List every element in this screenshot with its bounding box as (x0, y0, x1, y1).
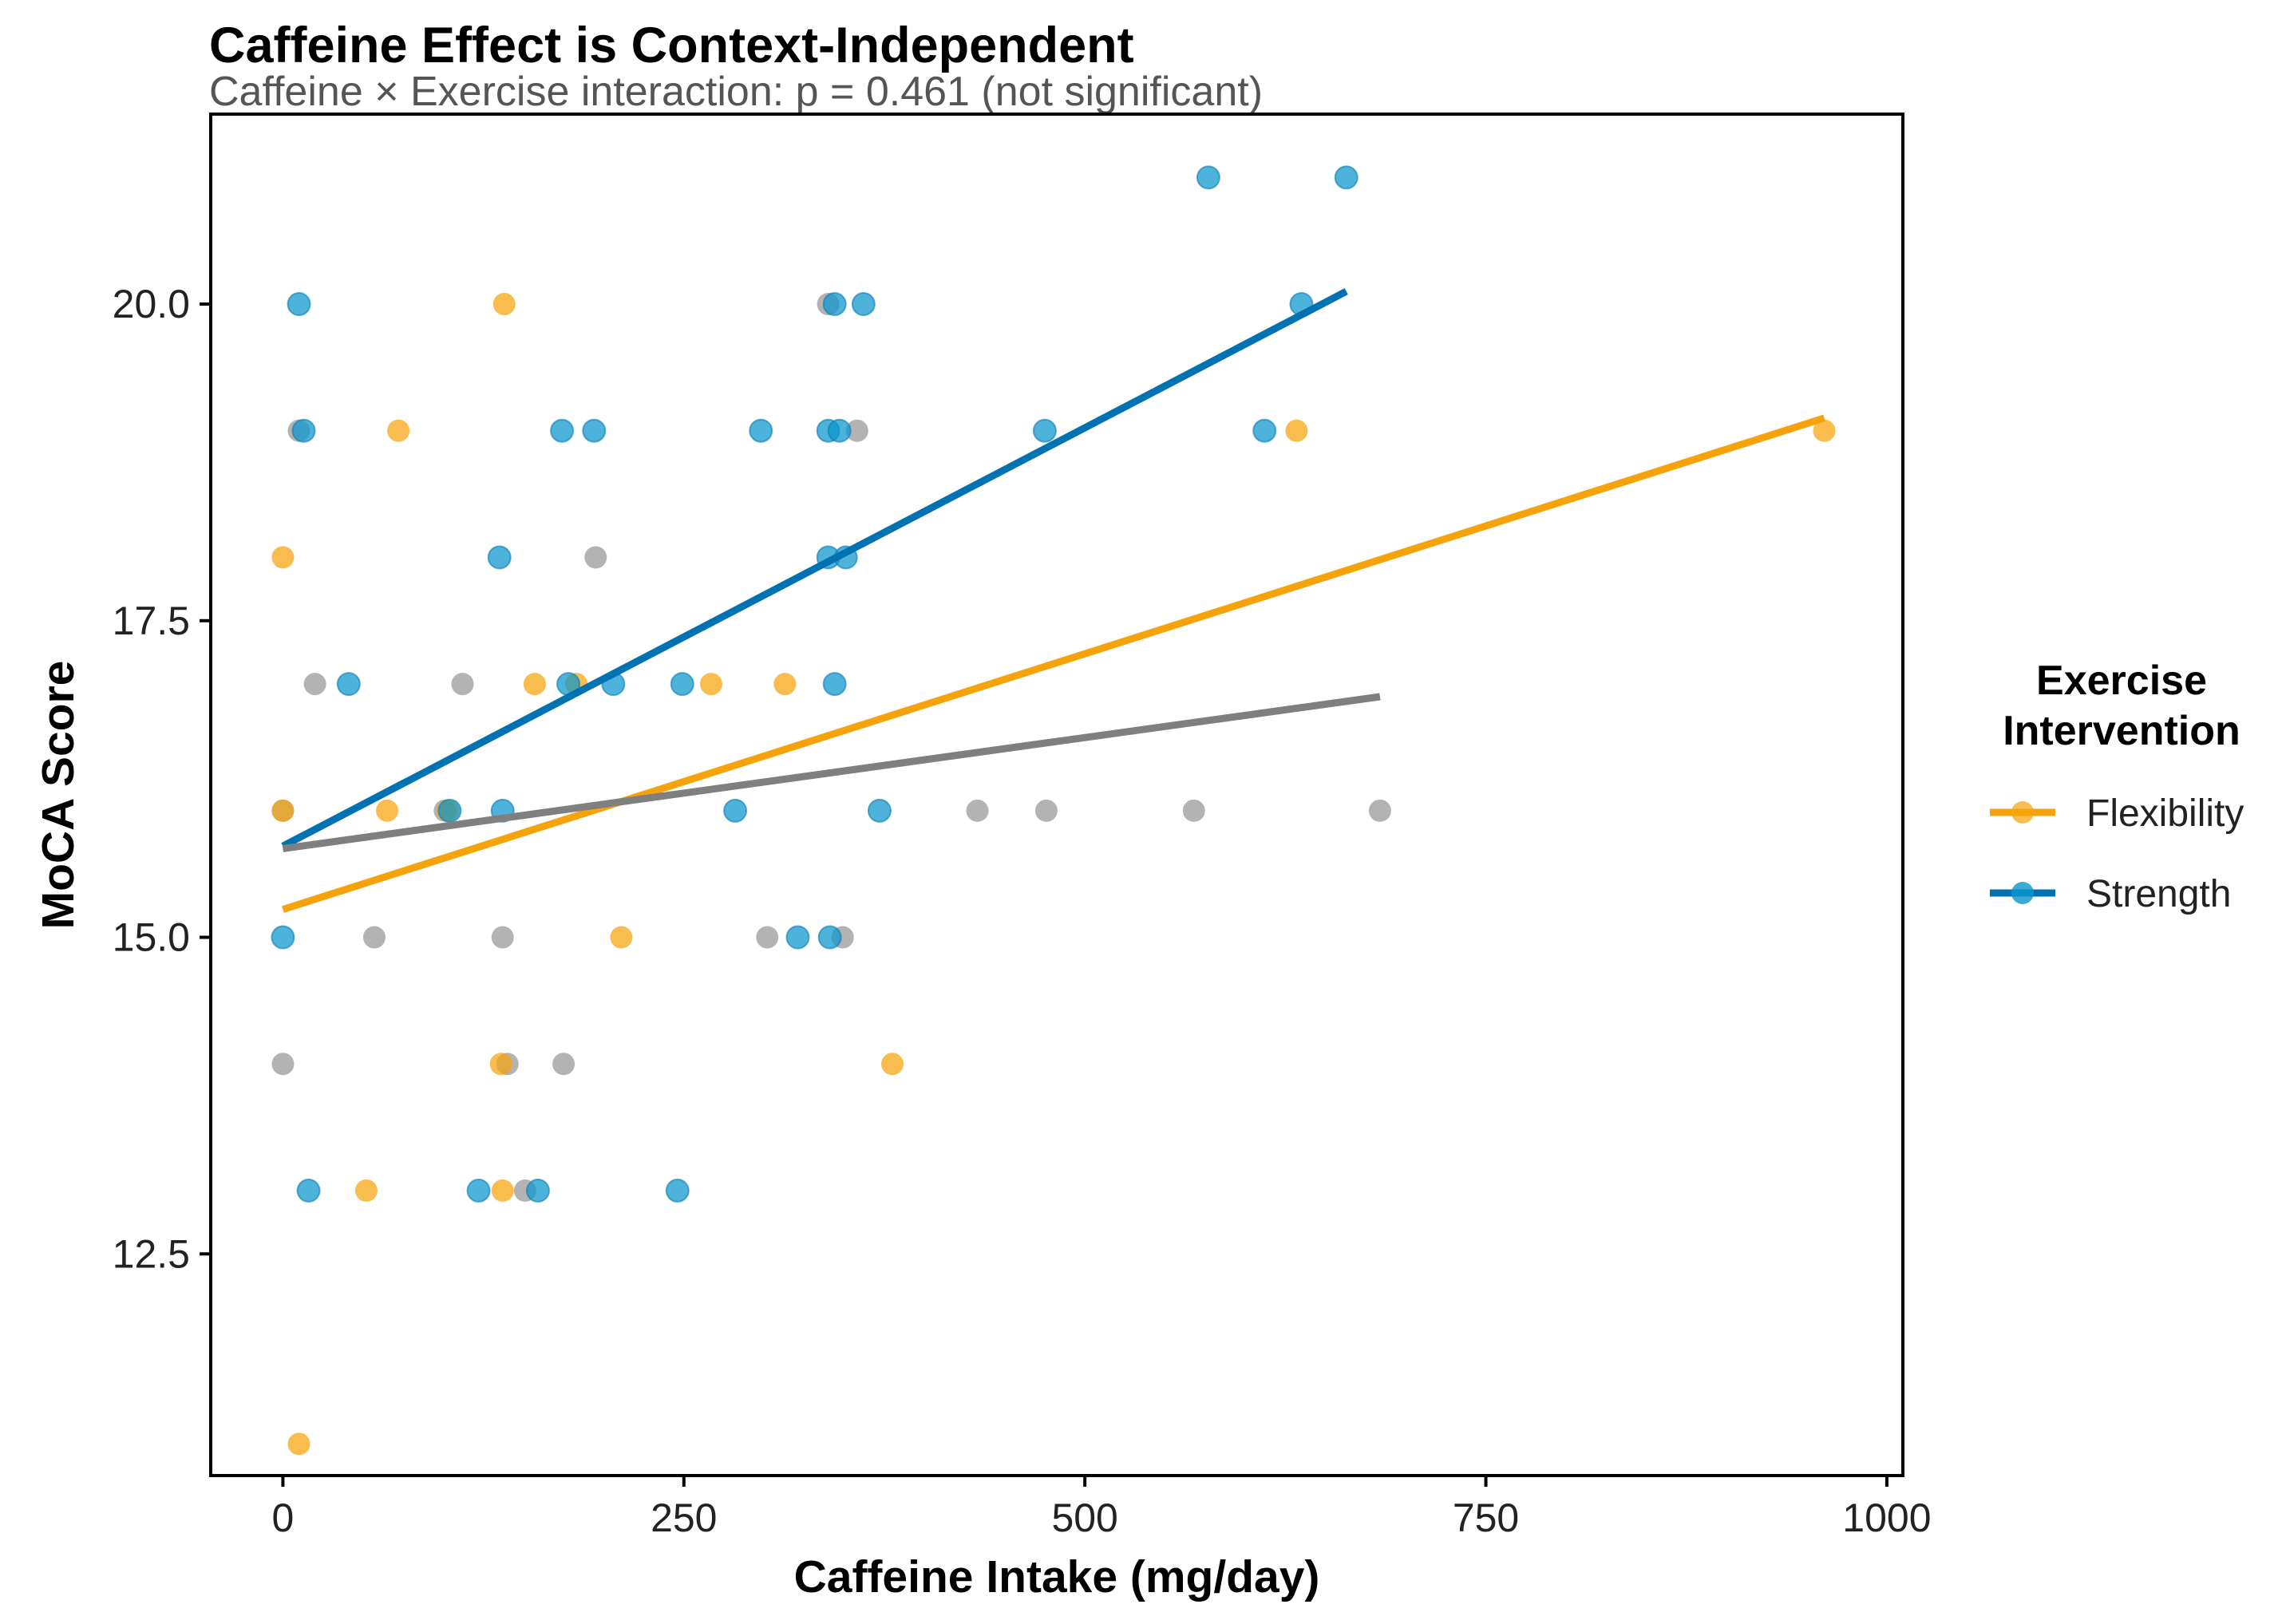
point-strength-10 (749, 418, 773, 443)
point-strength-1 (287, 292, 311, 317)
point-flexibility-16 (354, 1179, 378, 1202)
point-strength-22 (822, 672, 847, 697)
point-flexibility-11 (376, 799, 399, 822)
point-flexibility-4 (1813, 419, 1836, 442)
point-strength-7 (291, 418, 316, 443)
legend-label-flexibility: Flexibility (2086, 792, 2244, 835)
point-series-1-5 (303, 673, 326, 696)
legend-item-strength: Strength (1990, 873, 2231, 915)
point-series-1-4 (584, 546, 607, 569)
trend-line-series-3 (282, 693, 1381, 852)
point-series-1-15 (756, 926, 779, 949)
point-flexibility-3 (1285, 419, 1308, 442)
point-strength-9 (582, 418, 607, 443)
point-flexibility-5 (271, 546, 295, 569)
point-strength-26 (867, 798, 892, 823)
x-tick-label-750: 750 (1453, 1496, 1519, 1540)
y-axis: 12.5 15.0 17.5 20.0 (113, 282, 211, 1276)
point-strength-18 (336, 672, 361, 697)
point-strength-15 (487, 545, 512, 570)
point-series-1-6 (451, 673, 474, 696)
legend-title-line-1: Exercise (2036, 658, 2207, 704)
point-strength-29 (817, 925, 842, 950)
y-tick-label-20-0: 20.0 (113, 282, 190, 326)
point-flexibility-17 (491, 1179, 514, 1202)
point-strength-4 (1196, 165, 1220, 190)
legend-item-flexibility: Flexibility (1990, 792, 2244, 835)
x-tick-label-0: 0 (272, 1496, 295, 1540)
point-strength-31 (466, 1178, 491, 1203)
point-strength-5 (1334, 165, 1359, 190)
point-strength-30 (296, 1178, 321, 1203)
point-series-1-11 (1182, 799, 1205, 822)
x-tick-label-500: 500 (1051, 1496, 1117, 1540)
point-strength-8 (550, 418, 575, 443)
point-flexibility-14 (489, 1053, 512, 1076)
point-series-1-17 (271, 1053, 295, 1076)
legend-key-point-strength (2011, 882, 2034, 904)
x-axis-title: Caffeine Intake (mg/day) (794, 1551, 1320, 1602)
point-series-1-10 (1034, 799, 1058, 822)
legend-key-point-flexibility (2011, 801, 2034, 824)
point-strength-28 (785, 925, 810, 950)
legend: Exercise Intervention Flexibility Streng… (1990, 658, 2244, 915)
y-axis-title: MoCA Score (33, 661, 84, 930)
point-series-1-14 (491, 926, 514, 949)
point-flexibility-15 (881, 1053, 904, 1076)
point-flexibility-8 (699, 673, 722, 696)
point-series-1-9 (966, 799, 989, 822)
legend-label-strength: Strength (2086, 873, 2231, 915)
point-series-1-13 (362, 926, 386, 949)
x-tick-label-250: 250 (651, 1496, 717, 1540)
point-series-1-19 (552, 1053, 575, 1076)
x-axis: 0 250 500 750 1000 (272, 1476, 1932, 1540)
point-strength-13 (1032, 418, 1057, 443)
y-tick-label-12-5: 12.5 (113, 1231, 190, 1276)
point-flexibility-9 (773, 673, 797, 696)
x-tick-label-1000: 1000 (1842, 1496, 1931, 1540)
point-strength-33 (665, 1178, 690, 1203)
trend-line-flexibility (282, 414, 1825, 913)
plot-panel (209, 113, 1904, 1477)
point-strength-25 (723, 798, 748, 823)
points-layer (271, 165, 1836, 1456)
point-strength-12 (827, 418, 852, 443)
trend-line-strength (281, 288, 1348, 850)
point-strength-3 (851, 292, 876, 317)
y-tick-label-15-0: 15.0 (113, 915, 190, 960)
trend-layer (281, 288, 1825, 913)
point-flexibility-10 (271, 799, 295, 822)
y-tick-label-17-5: 17.5 (113, 599, 190, 643)
point-strength-23 (437, 798, 462, 823)
point-strength-14 (1252, 418, 1277, 443)
point-flexibility-1 (492, 293, 516, 316)
point-strength-21 (670, 672, 694, 697)
chart-subtitle: Caffeine × Exercise interaction: p = 0.4… (209, 69, 1263, 115)
point-series-1-12 (1368, 799, 1391, 822)
legend-title-line-2: Intervention (2003, 708, 2240, 754)
point-flexibility-13 (610, 926, 633, 949)
point-strength-27 (271, 925, 295, 950)
point-series-1-3 (845, 419, 868, 442)
point-strength-32 (525, 1178, 550, 1203)
chart-title: Caffeine Effect is Context-Independent (209, 18, 1134, 73)
point-flexibility-2 (387, 419, 410, 442)
point-flexibility-18 (287, 1432, 310, 1456)
point-strength-2 (822, 292, 847, 317)
point-flexibility-6 (523, 673, 546, 696)
